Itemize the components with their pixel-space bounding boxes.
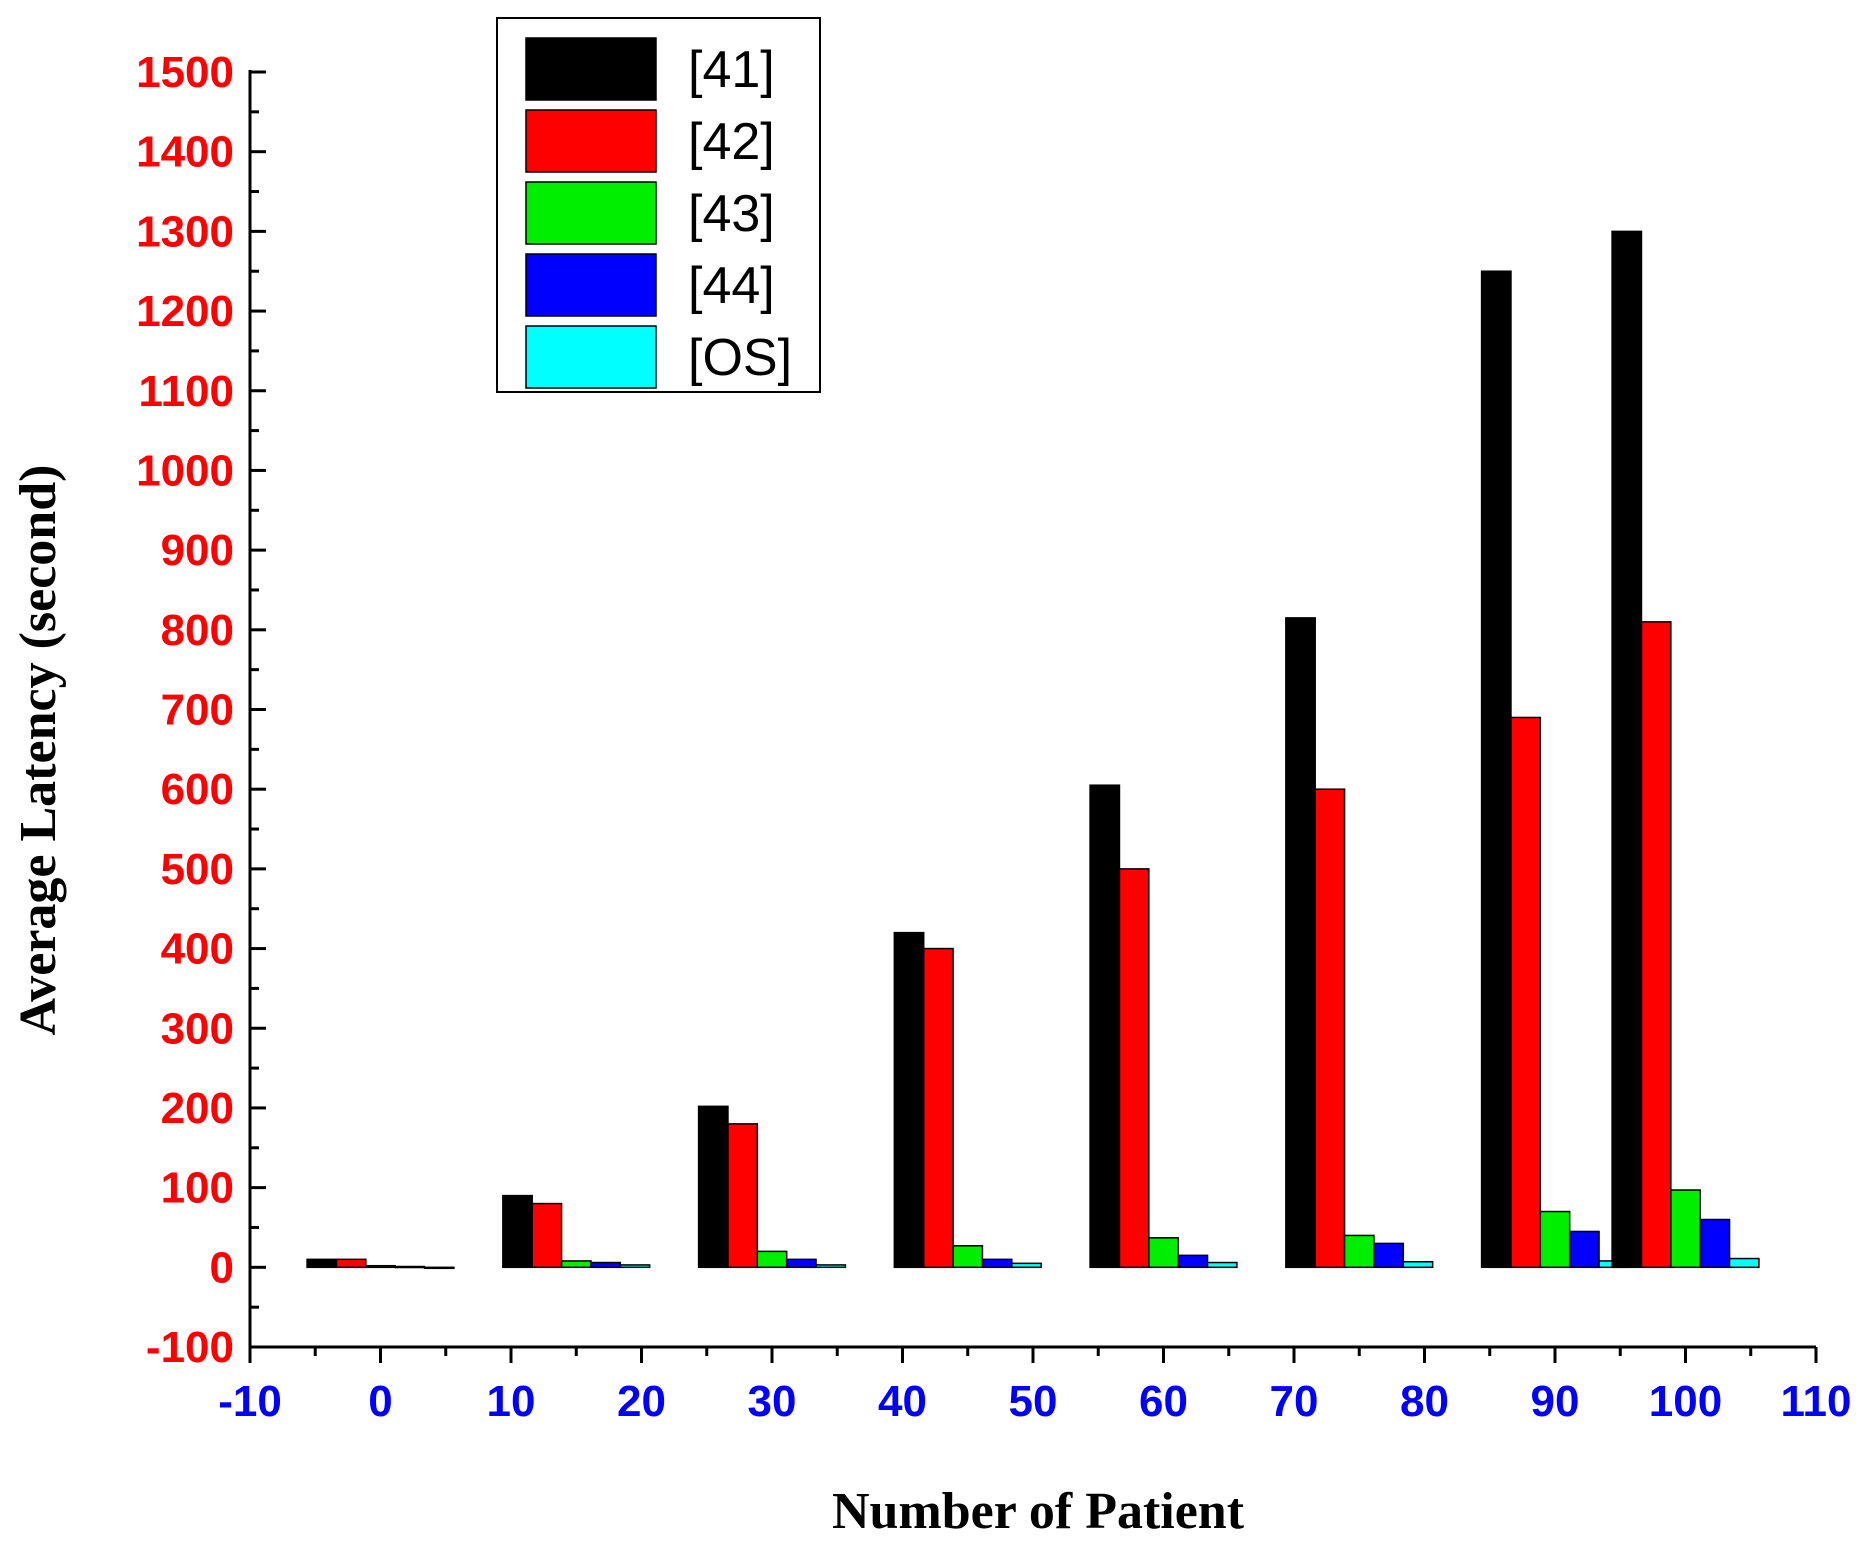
bar-44-90 (1568, 1230, 1600, 1269)
legend-swatch-os (525, 325, 657, 389)
bar-43-15 (560, 1260, 592, 1269)
bar-41-45 (893, 931, 925, 1269)
bar-os-30 (815, 1264, 847, 1269)
bar-44-60 (1177, 1254, 1209, 1269)
x-tick-label: 70 (1270, 1377, 1319, 1426)
x-tick-label: 50 (1009, 1377, 1058, 1426)
bar-43-30 (756, 1250, 788, 1269)
bar-44-30 (785, 1258, 817, 1269)
y-axis-title: Average Latency (second) (10, 465, 67, 1036)
bar-44-45 (981, 1258, 1013, 1269)
y-tick-label: 1200 (136, 287, 234, 336)
bar-os-15 (619, 1264, 651, 1269)
bar-41-15 (502, 1194, 533, 1269)
y-tick-label: 1500 (136, 48, 234, 97)
bar-42-15 (531, 1202, 563, 1269)
x-tick-label: 80 (1400, 1377, 1449, 1426)
y-tick-label: 100 (161, 1164, 234, 1213)
bar-42-90 (1510, 716, 1542, 1269)
y-tick-label: 1100 (139, 367, 234, 416)
bar-42-30 (727, 1123, 759, 1269)
y-tick-label: 800 (161, 606, 234, 655)
bar-os-60 (1206, 1261, 1238, 1269)
y-tick-label: 1000 (136, 446, 234, 495)
x-tick-label: 30 (748, 1377, 797, 1426)
y-tick-label: 200 (161, 1084, 234, 1133)
y-tick-label: 900 (161, 526, 234, 575)
x-tick-label: 20 (617, 1377, 666, 1426)
legend-label-os: [OS] (688, 329, 792, 387)
legend-label-43: [43] (688, 185, 775, 243)
bar-os-45 (1011, 1262, 1042, 1269)
bar-42-60 (1118, 868, 1150, 1269)
bar-os-75 (1402, 1260, 1434, 1269)
bar-44-15 (590, 1261, 622, 1269)
x-tick-label: 40 (878, 1377, 927, 1426)
y-tick-label: 300 (161, 1004, 234, 1053)
y-tick-label: 600 (161, 765, 234, 814)
bar-41-75 (1285, 617, 1316, 1269)
x-tick-label: 110 (1781, 1377, 1852, 1426)
x-tick-label: 10 (487, 1377, 536, 1426)
legend-swatch-44 (525, 253, 657, 317)
bar-42-45 (922, 947, 954, 1269)
legend-swatch-42 (525, 109, 657, 173)
axes-layer (248, 70, 1818, 1363)
legend: [41] [42] [43] [44] [OS] (496, 17, 821, 393)
bar-41-100 (1611, 230, 1643, 1269)
bar-42-75 (1314, 788, 1346, 1269)
bar-43-75 (1343, 1234, 1375, 1269)
legend-label-44: [44] (688, 257, 775, 315)
bar-43-45 (952, 1245, 984, 1269)
x-tick-label: 90 (1531, 1377, 1580, 1426)
bar-41-30 (697, 1105, 729, 1269)
y-tick-label: 500 (161, 845, 234, 894)
y-tick-label: -100 (146, 1323, 234, 1372)
bar-42-100 (1640, 621, 1672, 1269)
bar-44-0 (394, 1265, 426, 1269)
x-axis-title: Number of Patient (832, 1483, 1245, 1540)
x-tick-label: 100 (1649, 1377, 1722, 1426)
bar-44-100 (1699, 1218, 1731, 1269)
bar-os-0 (423, 1266, 455, 1270)
legend-label-42: [42] (688, 113, 775, 171)
bar-43-60 (1148, 1237, 1179, 1269)
bars-layer (306, 230, 1760, 1270)
x-tick-labels: -10 0 10 20 30 40 50 60 70 80 90 100 110 (218, 1377, 1851, 1426)
bar-44-75 (1373, 1242, 1405, 1269)
y-tick-label: 400 (161, 925, 234, 974)
bar-41-0 (306, 1258, 338, 1269)
y-tick-label: 1300 (136, 207, 234, 256)
bar-43-100 (1670, 1189, 1701, 1269)
y-tick-labels: -100 0 100 200 300 400 500 600 700 800 900 1000 1100… (136, 48, 234, 1372)
y-tick-label: 0 (210, 1243, 234, 1292)
bar-43-0 (365, 1264, 396, 1269)
bar-41-60 (1089, 784, 1121, 1269)
legend-swatch-41 (525, 37, 657, 101)
bar-41-90 (1480, 270, 1512, 1269)
y-tick-label: 1400 (136, 128, 234, 177)
legend-swatch-43 (525, 181, 657, 245)
bar-43-90 (1539, 1210, 1571, 1269)
x-tick-label: -10 (218, 1377, 282, 1426)
x-tick-label: 0 (368, 1377, 392, 1426)
y-tick-label: 700 (161, 686, 234, 735)
x-tick-label: 60 (1139, 1377, 1188, 1426)
bar-42-0 (335, 1258, 367, 1269)
legend-label-41: [41] (688, 41, 775, 99)
bar-os-100 (1728, 1257, 1760, 1269)
